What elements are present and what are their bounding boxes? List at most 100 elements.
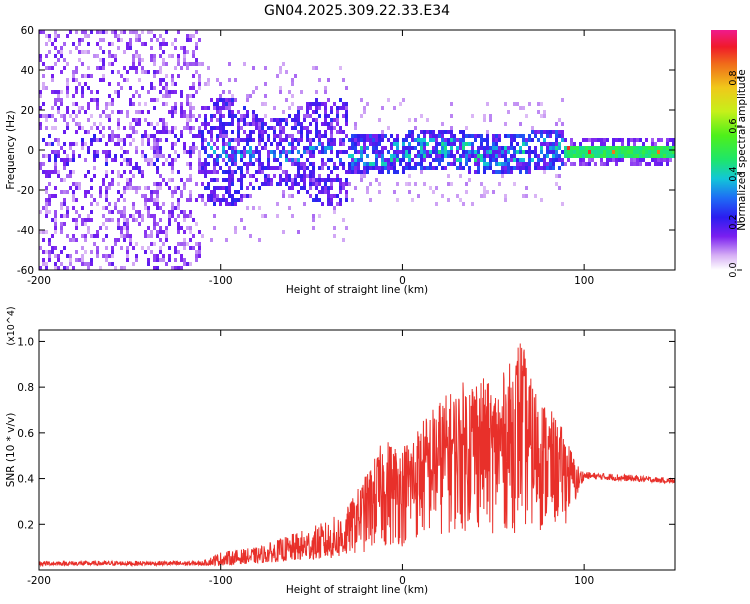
spectrogram-cell [183,46,186,50]
spectrogram-cell [243,162,246,166]
spectrogram-cell [156,182,159,186]
spectrogram-cell [168,210,171,214]
spectrogram-cell [432,146,435,150]
spectrogram-cell [264,102,267,106]
spectrogram-cell [54,62,57,66]
spectrogram-cell [204,146,207,150]
spectrogram-cell [165,130,168,134]
spectrogram-cell [477,134,480,138]
spectrogram-cell [195,134,198,138]
spectrogram-cell [429,166,432,170]
spectrogram-cell [81,142,84,146]
spectrogram-cell [213,202,216,206]
spectrogram-cell [75,102,78,106]
spectrogram-cell [210,194,213,198]
spectrogram-cell [51,246,54,250]
spectrogram-cell [264,174,267,178]
spectrogram-cell [132,202,135,206]
spectrogram-cell [75,250,78,254]
spectrogram-cell [315,134,318,138]
spectrogram-cell [522,194,525,198]
spectrogram-cell [189,130,192,134]
spectrogram-cell [240,118,243,122]
spectrogram-cell [219,154,222,158]
spectrogram-cell [231,162,234,166]
spectrogram-cell [339,126,342,130]
spectrogram-cell [294,74,297,78]
spectrogram-cell [51,234,54,238]
spectrogram-cell [216,110,219,114]
spectrogram-cell [63,150,66,154]
spectrogram-cell [483,118,486,122]
spectrogram-cell [324,86,327,90]
spectrogram-cell [246,114,249,118]
spectrogram-cell [585,146,588,150]
spectrogram-cell [72,70,75,74]
spectrogram-cell [582,150,585,154]
spectrogram-cell [108,54,111,58]
spectrogram-cell [411,198,414,202]
spectrogram-cell [354,186,357,190]
spectrogram-cell [234,98,237,102]
spectrogram-cell [408,190,411,194]
spectrogram-cell [426,118,429,122]
spectrogram-cell [51,114,54,118]
spectrogram-cell [60,158,63,162]
spectrogram-cell [630,154,633,158]
spectrogram-cell [90,218,93,222]
spectrogram-cell [195,30,198,34]
spectrogram-cell [171,54,174,58]
spectrogram-cell [195,250,198,254]
spectrogram-cell [555,122,558,126]
spectrogram-cell [42,162,45,166]
spectrogram-cell [585,162,588,166]
spectrogram-cell [528,170,531,174]
spectrogram-cell [168,246,171,250]
spectrogram-cell [78,214,81,218]
spectrogram-cell [72,110,75,114]
spectrogram-cell [261,214,264,218]
spectrogram-cell [369,166,372,170]
spectrogram-cell [537,130,540,134]
spectrogram-cell [63,118,66,122]
spectrogram-cell [168,110,171,114]
spectrogram-cell [156,166,159,170]
spectrogram-cell [147,262,150,266]
spectrogram-cell [450,126,453,130]
spectrogram-cell [330,182,333,186]
spectrogram-cell [75,70,78,74]
spectrogram-cell [258,162,261,166]
spectrogram-cell [288,142,291,146]
spectrogram-cell [318,190,321,194]
spectrogram-cell [402,154,405,158]
spectrogram-cell [243,122,246,126]
spectrogram-cell [117,138,120,142]
spectrogram-cell [153,86,156,90]
spectrogram-cell [333,178,336,182]
spectrogram-cell [126,222,129,226]
spectrogram-cell [174,250,177,254]
spectrogram-cell [366,166,369,170]
spectrogram-cell [549,158,552,162]
spectrogram-cell [297,122,300,126]
spectrogram-cell [255,178,258,182]
spectrogram-cell [195,42,198,46]
spectrogram-cell [240,158,243,162]
spectrogram-cell [225,102,228,106]
spectrogram-cell [417,162,420,166]
spectrogram-cell [54,98,57,102]
spectrogram-cell [447,142,450,146]
spectrogram-cell [45,170,48,174]
spectrogram-cell [558,142,561,146]
spectrogram-cell [126,186,129,190]
spectrogram-cell [660,150,663,154]
spectrogram-cell [210,114,213,118]
spectrogram-cell [105,190,108,194]
spectrogram-cell [447,150,450,154]
spectrogram-cell [336,118,339,122]
spectrogram-cell [66,210,69,214]
spectrogram-cell [276,166,279,170]
spectrogram-cell [207,106,210,110]
spectrogram-cell [87,146,90,150]
spectrogram-cell [102,50,105,54]
